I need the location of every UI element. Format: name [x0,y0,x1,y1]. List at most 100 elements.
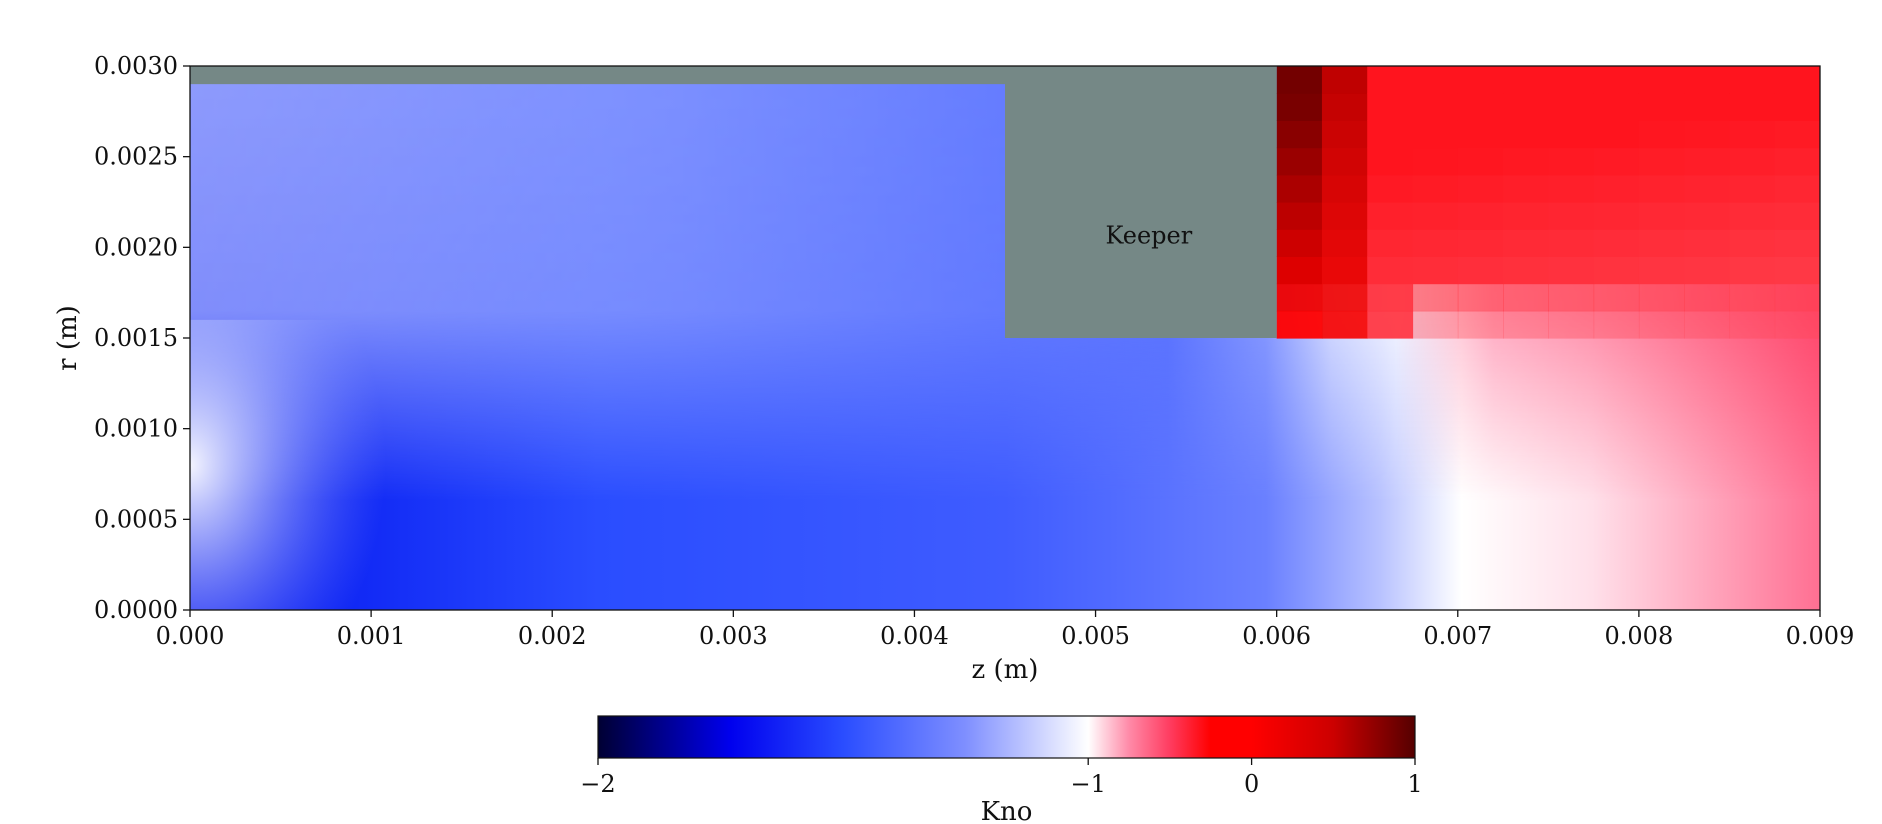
field-cell [1367,120,1414,149]
x-tick-label: 0.005 [1061,622,1130,650]
field-cell [1729,283,1776,312]
field-cell [1774,174,1820,203]
field-cell [1774,147,1820,176]
field-cell [1503,120,1549,149]
field-cell [1276,256,1323,285]
field-cell [1276,93,1323,121]
field-cell [1457,120,1504,149]
colorbar-ticks: −2 −1 0 1 [580,758,1423,798]
field-cell [1276,202,1323,230]
field-cell [1367,229,1414,257]
field-cell [1774,256,1820,285]
field-cell [1367,93,1414,121]
x-tick-label: 0.008 [1605,622,1674,650]
field-cell [1457,283,1504,312]
y-tick-label: 0.0005 [94,505,178,533]
field-cell [1638,310,1685,339]
field-cell [1503,202,1549,230]
x-tick-label: 0.000 [156,622,225,650]
y-tick-label: 0.0020 [94,233,178,261]
colorbar-label: Kno [981,797,1033,824]
y-tick-label: 0.0010 [94,415,178,443]
field-cell [1548,256,1595,285]
colorbar-tick-label: −1 [1071,770,1106,798]
field-cell [1412,147,1459,176]
colorbar: −2 −1 0 1 Kno [580,715,1423,824]
field-cell [1321,229,1368,257]
field-cell [1321,93,1368,121]
field-cell [1457,310,1504,339]
field-cell [1503,93,1549,121]
y-axis-label: r (m) [53,305,83,371]
x-tick-label: 0.004 [880,622,949,650]
field-cell [1548,229,1595,257]
field-cell [1684,174,1731,203]
field-cell [1729,256,1776,285]
field-cell [1774,229,1820,257]
y-tick-label: 0.0015 [94,324,178,352]
field-cell [1276,229,1323,257]
y-tick-label: 0.0000 [94,596,178,624]
field-cell [1774,283,1820,312]
field-cell [1321,310,1368,339]
field-cell [1729,66,1776,94]
field-cell [1684,120,1731,149]
field-cell [1593,229,1640,257]
field-cell [1638,66,1685,94]
field-cell [1774,66,1820,94]
field-cell [1774,93,1820,121]
field-cell [1412,283,1459,312]
x-tick-label: 0.009 [1786,622,1855,650]
field-cell [1276,147,1323,176]
field-cell [1593,256,1640,285]
field-cell [1593,202,1640,230]
field-cell [1503,147,1549,176]
field-cell [1593,120,1640,149]
field-cell [1457,202,1504,230]
field-cell [1548,283,1595,312]
field-cell [1684,202,1731,230]
field-cell [1321,256,1368,285]
field-cell [1548,202,1595,230]
field-cell [1503,256,1549,285]
field-cell [1321,202,1368,230]
field-cell [1412,256,1459,285]
x-axis-label: z (m) [972,655,1039,685]
field-cell [1321,147,1368,176]
field-cell [1548,174,1595,203]
field-cell [1503,229,1549,257]
field-cell [1729,147,1776,176]
field-cell [1503,174,1549,203]
field-cell [1638,93,1685,121]
field-cell [1729,174,1776,203]
colorbar-tick-label: 1 [1407,770,1422,798]
field-cell [1457,66,1504,94]
field-cell [1638,147,1685,176]
field-cell [1593,174,1640,203]
field-cell [1367,310,1414,339]
field-cell [1638,174,1685,203]
field-cell [1457,93,1504,121]
field-cell [1729,120,1776,149]
field-cell [1457,256,1504,285]
field-cell [1729,310,1776,339]
field-cell [1684,229,1731,257]
field-cell [1548,310,1595,339]
keeper-region [1005,66,1277,338]
field-cell [1638,120,1685,149]
field-cell [1412,66,1459,94]
field-cell [1412,174,1459,203]
field-cell [1412,202,1459,230]
x-tick-label: 0.007 [1423,622,1492,650]
x-tick-label: 0.002 [518,622,587,650]
field-cell [1774,310,1820,339]
red-cell-grid [1276,66,1820,339]
field-cell [1729,93,1776,121]
field-cell [1638,283,1685,312]
y-axis-ticks: 0.0000 0.0005 0.0010 0.0015 0.0020 0.0025 0.00… [94,52,190,624]
field-cell [1593,66,1640,94]
field-cell [1412,310,1459,339]
field-cell [1729,229,1776,257]
x-tick-label: 0.003 [699,622,768,650]
